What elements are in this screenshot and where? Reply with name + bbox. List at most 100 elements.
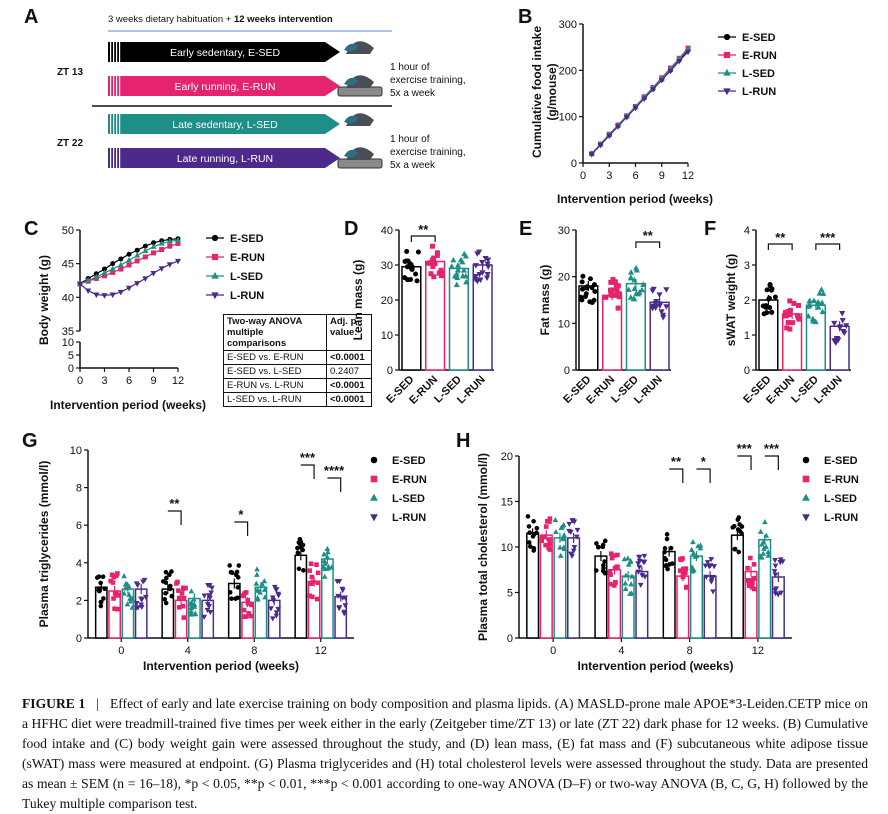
- data-dot: [246, 611, 252, 616]
- panel-e-y-tick-label: 0: [564, 365, 570, 377]
- bw-point: [125, 285, 133, 292]
- data-dot: [730, 525, 736, 530]
- bw-point: [126, 262, 132, 268]
- group-tick-label: 8: [687, 645, 693, 657]
- data-dot: [602, 538, 608, 544]
- bw-point: [158, 240, 165, 246]
- data-dot: [697, 545, 704, 551]
- data-dot: [111, 596, 116, 601]
- data-dot: [579, 279, 585, 285]
- data-dot: [254, 571, 260, 577]
- bw-y-upper-tick-label: 40: [62, 292, 74, 304]
- data-dot: [426, 260, 432, 266]
- arrow-stripe: [110, 114, 112, 134]
- legend-marker: [370, 514, 378, 522]
- data-dot: [625, 555, 631, 561]
- data-dot: [534, 525, 540, 531]
- significance-label: **: [775, 230, 786, 245]
- food-x-tick-label: 0: [580, 170, 586, 182]
- data-dot: [414, 278, 420, 284]
- data-dot: [98, 580, 103, 586]
- legend-label: E-SED: [392, 455, 426, 467]
- bw-point: [117, 289, 124, 296]
- data-dot: [328, 564, 335, 570]
- data-dot: [569, 553, 575, 559]
- panel-g-y-tick-label: 6: [76, 520, 82, 532]
- data-dot: [561, 544, 567, 550]
- data-dot: [690, 550, 697, 556]
- data-dot: [763, 303, 769, 309]
- figure-caption: FIGURE 1 | Effect of early and late exer…: [22, 694, 868, 814]
- data-dot: [236, 563, 242, 568]
- data-dot: [261, 578, 268, 584]
- legend-label: E-RUN: [230, 252, 265, 264]
- data-dot: [402, 275, 408, 281]
- data-dot: [775, 592, 782, 598]
- data-dot: [177, 605, 182, 610]
- data-dot: [591, 282, 597, 288]
- data-dot: [623, 572, 629, 578]
- data-dot: [787, 326, 793, 332]
- legend-marker: [802, 514, 810, 522]
- legend-marker: [211, 271, 219, 279]
- data-dot: [243, 590, 249, 595]
- data-dot: [580, 286, 586, 292]
- exercise-note-late: exercise training,: [390, 147, 466, 158]
- data-dot: [315, 570, 321, 576]
- panel-h-y-label: Plasma total cholesterol (mmol/l): [476, 453, 490, 641]
- legend-marker: [211, 234, 219, 242]
- legend-marker: [723, 68, 731, 76]
- data-dot: [748, 555, 753, 561]
- data-dot: [528, 544, 533, 549]
- bw-point: [125, 256, 133, 263]
- bw-point: [166, 238, 173, 244]
- significance-bracket: [815, 243, 841, 250]
- data-dot: [169, 569, 174, 574]
- data-dot: [595, 544, 601, 550]
- bw-point: [126, 251, 132, 257]
- bw-point: [118, 266, 124, 272]
- legend-label: E-SED: [230, 233, 264, 245]
- arrow-stripe: [119, 148, 121, 168]
- data-dot: [759, 541, 765, 547]
- data-dot: [608, 292, 614, 298]
- data-dot: [413, 271, 419, 277]
- bw-point: [159, 247, 165, 253]
- bw-y-upper-tick-label: 50: [62, 225, 74, 237]
- data-dot: [579, 297, 585, 303]
- legend-label: L-RUN: [392, 512, 426, 524]
- data-dot: [683, 570, 688, 576]
- data-dot: [546, 545, 552, 551]
- data-dot: [769, 286, 775, 292]
- data-dot: [235, 585, 241, 590]
- data-dot: [295, 550, 301, 556]
- panel-h-y-tick-label: 15: [501, 497, 513, 509]
- data-dot: [310, 594, 315, 600]
- bw-point: [142, 254, 148, 260]
- bw-y-lower-tick-label: 10: [62, 337, 74, 349]
- data-dot: [526, 524, 532, 529]
- data-dot: [574, 534, 580, 540]
- data-dot: [541, 534, 547, 539]
- panel-h-y-tick-label: 0: [507, 633, 513, 645]
- data-dot: [839, 311, 846, 317]
- data-dot: [429, 243, 435, 249]
- arrow-stripe: [116, 42, 118, 62]
- bw-point: [93, 292, 100, 299]
- data-dot: [249, 602, 254, 608]
- data-dot: [662, 556, 668, 561]
- significance-label: ***: [737, 441, 753, 456]
- food-point: [588, 152, 595, 158]
- data-dot: [762, 519, 768, 525]
- bar-l-run: [649, 301, 670, 371]
- legend-label: E-RUN: [742, 50, 777, 62]
- mouse-icon: [344, 77, 358, 86]
- data-dot: [567, 529, 574, 535]
- group-arrow: [108, 114, 340, 134]
- panel-letter-b: B: [518, 6, 533, 28]
- data-dot: [571, 544, 578, 551]
- significance-label: ****: [324, 463, 345, 478]
- data-dot: [649, 288, 656, 294]
- data-dot: [668, 545, 674, 551]
- panel-f-y-label: sWAT weight (g): [724, 254, 738, 346]
